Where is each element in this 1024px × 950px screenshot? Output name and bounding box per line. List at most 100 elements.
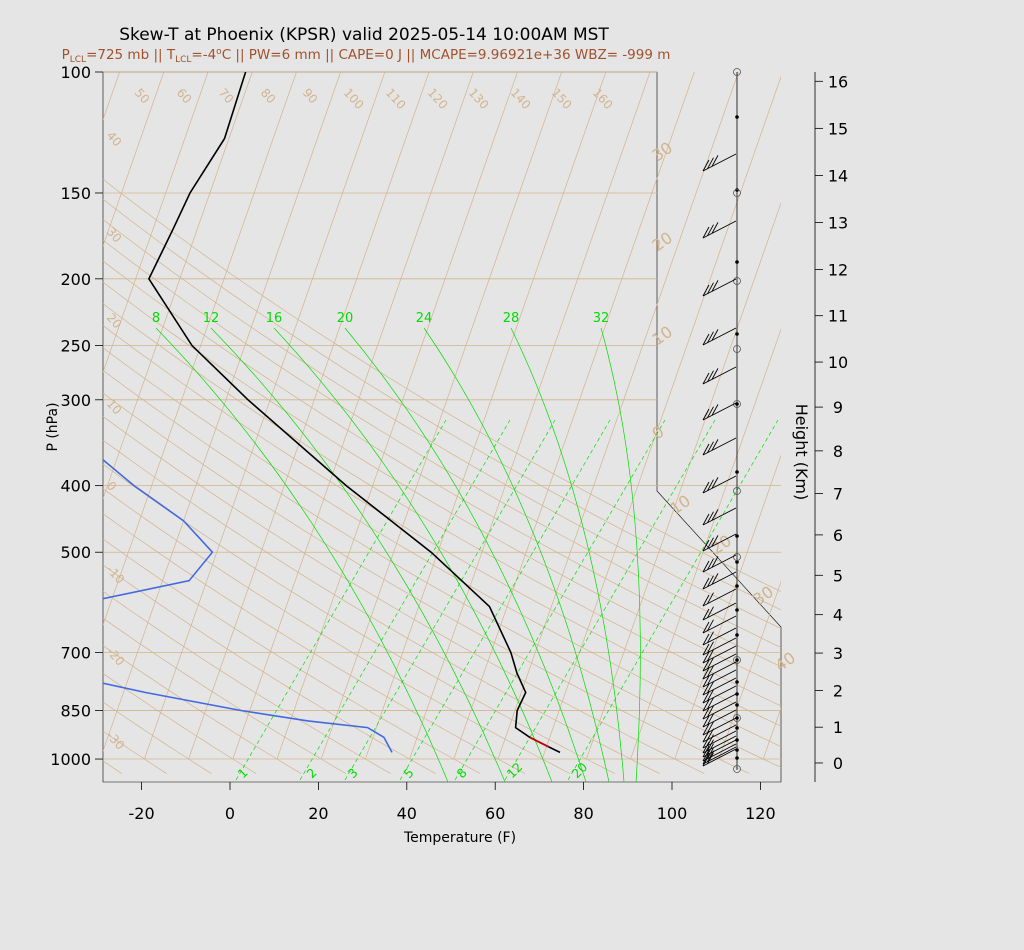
barb-station-dot — [735, 584, 739, 588]
barb-feather — [707, 157, 714, 169]
barb-staff — [702, 437, 737, 456]
subtitle-t-lcl-sub: LCL — [175, 55, 191, 65]
y-tick-label: 200 — [60, 270, 91, 289]
barb-feather — [702, 745, 710, 758]
barb-feather — [707, 721, 714, 733]
barb-feather — [702, 621, 710, 634]
isotherm-line — [541, 75, 781, 760]
barb-feather — [707, 713, 714, 725]
height-tick-label: 5 — [833, 566, 843, 585]
barb-feather — [707, 619, 714, 631]
y-tick-label: 1000 — [50, 750, 91, 769]
barb-feather — [711, 155, 719, 167]
barb-feather — [707, 752, 714, 764]
barb-staff — [702, 554, 737, 573]
mixing-ratio-top-label: 8 — [152, 311, 160, 326]
barb-feather — [711, 556, 719, 568]
barb-feather — [707, 697, 714, 709]
barb-calm-circle — [733, 487, 741, 495]
barb-feather — [707, 441, 714, 453]
barb-staff — [702, 730, 737, 749]
x-tick-label: 20 — [308, 804, 328, 823]
barb-feather — [702, 226, 710, 239]
barb-feather — [702, 707, 710, 720]
barb-feather — [707, 641, 714, 653]
barb-feather — [702, 159, 710, 172]
mixing-ratio-top-label: 20 — [337, 311, 354, 326]
moist-adiabat-line — [210, 327, 506, 782]
isotherm-line — [453, 72, 695, 760]
dry-adiabat-line — [103, 260, 781, 668]
barb-station-dot — [735, 534, 739, 538]
barb-feather — [707, 370, 714, 382]
wind-barb — [702, 571, 737, 590]
height-tick-label: 7 — [833, 484, 843, 503]
moist-adiabat-line — [273, 327, 553, 782]
dry-adiabat-line — [103, 463, 615, 774]
y-tick-label: 850 — [60, 702, 91, 721]
wind-barb — [702, 475, 737, 494]
barb-feather — [702, 749, 710, 762]
subtitle-rest: C || PW=6 mm || CAPE=0 J || MCAPE=9.9692… — [222, 47, 671, 63]
barb-feather — [702, 741, 710, 754]
y-tick-label: 400 — [60, 477, 91, 496]
height-tick-label: 1 — [833, 718, 843, 737]
barb-feather — [702, 736, 710, 749]
subtitle-p-lcl-value: =725 mb || T — [86, 47, 176, 63]
chart-title: Skew-T at Phoenix (KPSR) valid 2025-05-1… — [119, 25, 609, 45]
barb-feather — [702, 594, 710, 607]
barb-calm-circle — [733, 189, 741, 197]
moist-adiabat-line — [423, 327, 610, 782]
barb-feather — [702, 372, 710, 385]
x-tick-label: 40 — [397, 804, 417, 823]
barb-feather — [707, 406, 714, 418]
barb-feather — [711, 477, 719, 489]
barb-feather — [707, 631, 714, 643]
isotherm-line — [276, 72, 518, 760]
barb-calm-circle — [733, 68, 741, 76]
x-tick-label: 0 — [225, 804, 235, 823]
moist-adiabat-line — [344, 327, 587, 782]
barb-station-dot — [735, 703, 739, 707]
y-tick-label: 500 — [60, 543, 91, 562]
barb-calm-circle — [733, 345, 741, 353]
dry-adiabat-line — [103, 538, 481, 774]
barb-feather — [702, 691, 710, 704]
isotherm-line — [497, 72, 739, 760]
wind-barb — [702, 507, 737, 526]
dry-adiabat-line — [103, 219, 781, 629]
height-tick-label: 3 — [833, 644, 843, 663]
barb-feather — [702, 577, 710, 590]
barb-feather — [702, 667, 710, 680]
barb-feather — [702, 284, 710, 297]
barb-feather — [711, 329, 719, 341]
barb-feather — [711, 573, 719, 585]
barb-feather — [702, 608, 710, 621]
dry-adiabat-line — [103, 617, 347, 774]
height-tick-label: 15 — [828, 119, 848, 138]
y-tick-label: 150 — [60, 184, 91, 203]
barb-feather — [702, 408, 710, 421]
height-tick-label: 8 — [833, 442, 843, 461]
dewpoint-trace — [103, 458, 393, 753]
moist-adiabat-line — [510, 327, 625, 782]
barb-staff — [702, 220, 737, 239]
dry-adiabat-line — [103, 325, 781, 727]
barb-feather — [702, 513, 710, 526]
barb-staff — [702, 327, 737, 346]
dry-adiabat-line — [103, 645, 302, 774]
barb-staff — [702, 588, 737, 607]
isotherm-line — [586, 201, 781, 760]
barb-calm-circle — [733, 656, 741, 664]
barb-staff — [702, 366, 737, 385]
barb-feather — [707, 575, 714, 587]
isotherm-line — [144, 72, 386, 760]
moist-adiabat-line — [600, 327, 641, 782]
isotherm-line — [103, 72, 165, 247]
barb-station-dot — [735, 188, 739, 192]
subtitle-degree: o — [216, 47, 222, 57]
barb-station-dot — [735, 260, 739, 264]
x-tick-label: 100 — [657, 804, 688, 823]
barb-feather — [711, 222, 719, 234]
barb-feather — [707, 689, 714, 701]
